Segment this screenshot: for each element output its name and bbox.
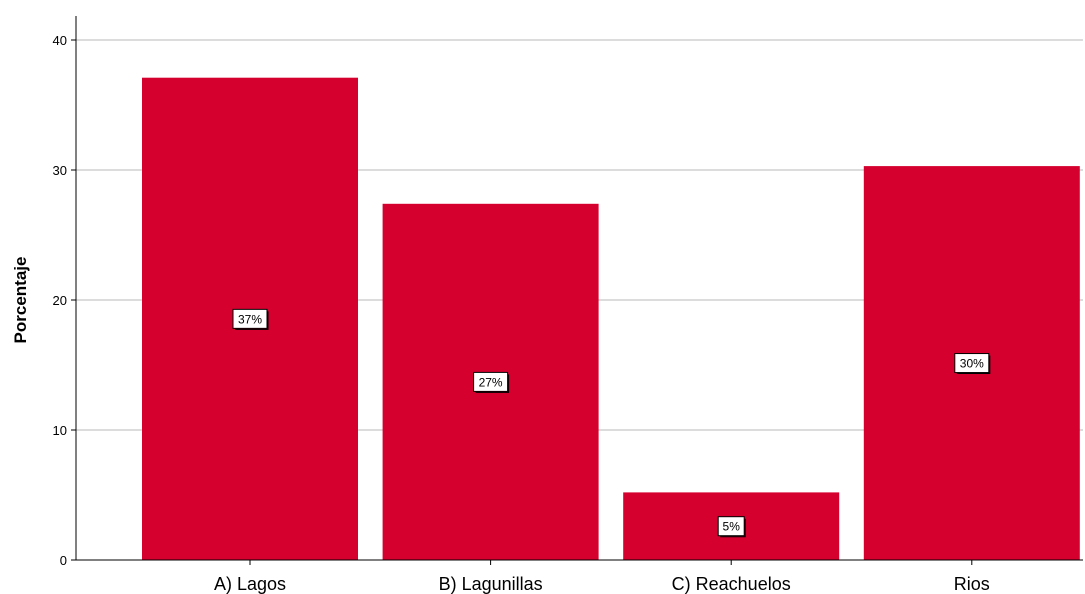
y-tick-label: 0 bbox=[60, 553, 67, 568]
x-category-label: C) Reachuelos bbox=[672, 574, 791, 594]
bars bbox=[142, 77, 1080, 561]
data-labels: 37% 27% 5% 30% bbox=[232, 308, 991, 538]
y-tick-label: 30 bbox=[53, 163, 67, 178]
y-tick-labels: 0 10 20 30 40 bbox=[53, 33, 76, 568]
data-label-shadow bbox=[720, 518, 746, 538]
y-tick-label: 40 bbox=[53, 33, 67, 48]
axes bbox=[75, 16, 1083, 561]
x-category-labels: A) Lagos B) Lagunillas C) Reachuelos Rios bbox=[214, 560, 990, 594]
y-axis-title: Porcentaje bbox=[11, 257, 30, 344]
y-tick-label: 10 bbox=[53, 423, 67, 438]
data-label-box bbox=[473, 371, 509, 392]
data-label-box bbox=[717, 516, 745, 537]
data-label-shadow bbox=[475, 374, 510, 393]
data-label-box bbox=[232, 308, 268, 329]
data-label: 5% bbox=[723, 520, 741, 534]
x-category-label: A) Lagos bbox=[214, 574, 286, 594]
data-label: 37% bbox=[238, 312, 262, 326]
data-label-box bbox=[954, 353, 990, 374]
data-label: 27% bbox=[479, 375, 503, 389]
data-label: 30% bbox=[960, 357, 984, 371]
y-tick-label: 20 bbox=[53, 293, 67, 308]
data-label-shadow bbox=[235, 311, 269, 330]
data-label-shadow bbox=[956, 355, 991, 375]
x-category-label: Rios bbox=[954, 574, 990, 594]
x-category-label: B) Lagunillas bbox=[439, 574, 543, 594]
